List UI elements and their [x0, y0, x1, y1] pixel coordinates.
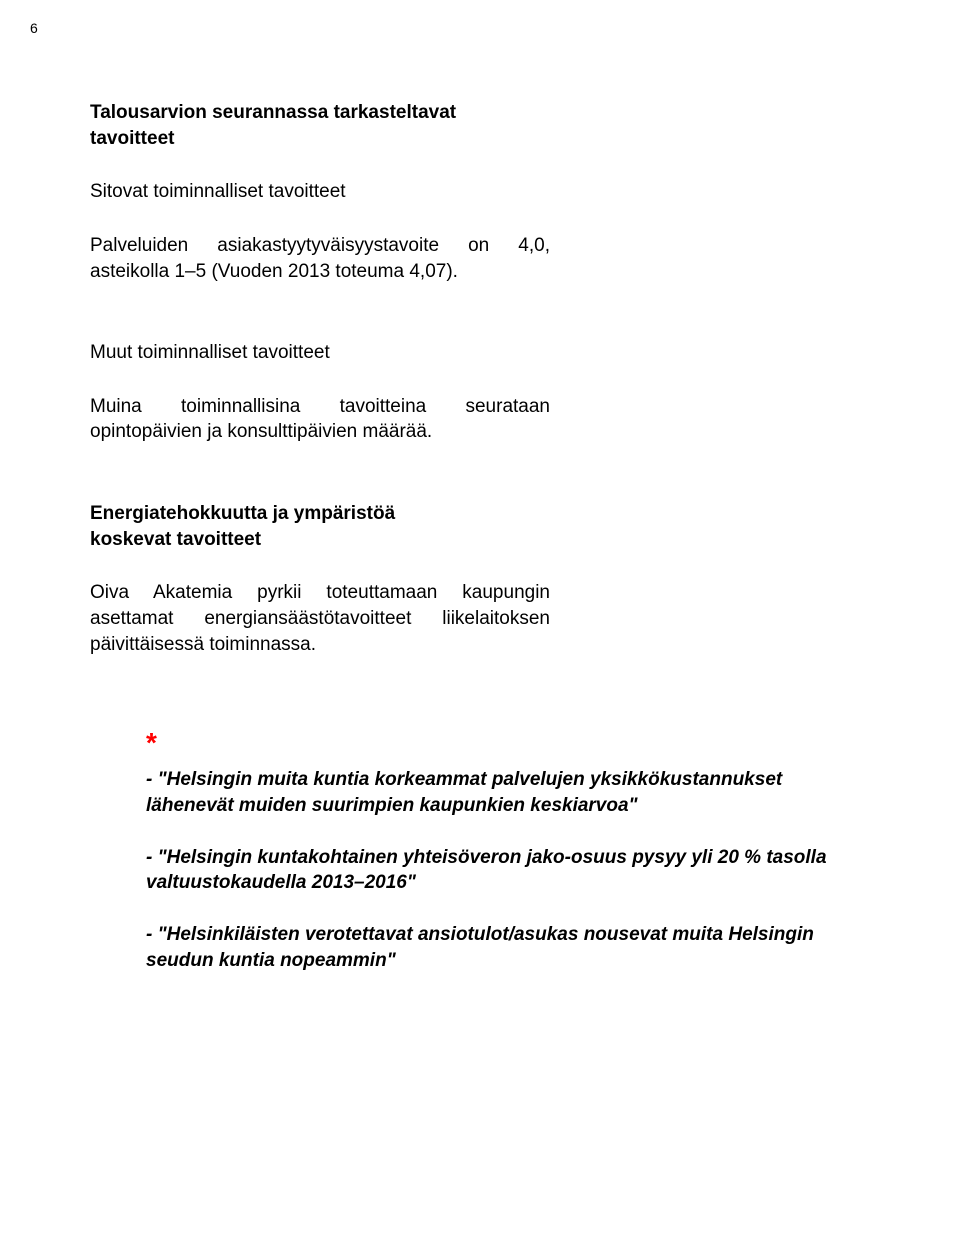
- section1-heading-line1: Talousarvion seurannassa tarkasteltavat: [90, 102, 456, 123]
- quote-1: - "Helsingin muita kuntia korkeammat pal…: [146, 767, 866, 818]
- asterisk-marker: *: [146, 727, 870, 759]
- section1-heading: Talousarvion seurannassa tarkasteltavat …: [90, 100, 550, 151]
- quote-3: - "Helsinkiläisten verotettavat ansiotul…: [146, 922, 866, 973]
- section1-heading-line2: tavoitteet: [90, 128, 174, 149]
- page: 6 Talousarvion seurannassa tarkasteltava…: [0, 0, 960, 1241]
- section3-body: Oiva Akatemia pyrkii toteuttamaan kaupun…: [90, 580, 550, 657]
- section2-subheading: Muut toiminnalliset tavoitteet: [90, 340, 550, 366]
- quote-2: - "Helsingin kuntakohtainen yhteisöveron…: [146, 845, 866, 896]
- section3-heading-line1: Energiatehokkuutta ja ympäristöä: [90, 503, 395, 524]
- section3-heading-line2: koskevat tavoitteet: [90, 529, 261, 550]
- section2-body: Muina toiminnallisina tavoitteina seurat…: [90, 394, 550, 445]
- page-number: 6: [30, 20, 38, 36]
- section1-subheading: Sitovat toiminnalliset tavoitteet: [90, 179, 550, 205]
- section1-body: Palveluiden asiakastyytyväisyystavoite o…: [90, 233, 550, 284]
- section3-heading: Energiatehokkuutta ja ympäristöä koskeva…: [90, 501, 550, 552]
